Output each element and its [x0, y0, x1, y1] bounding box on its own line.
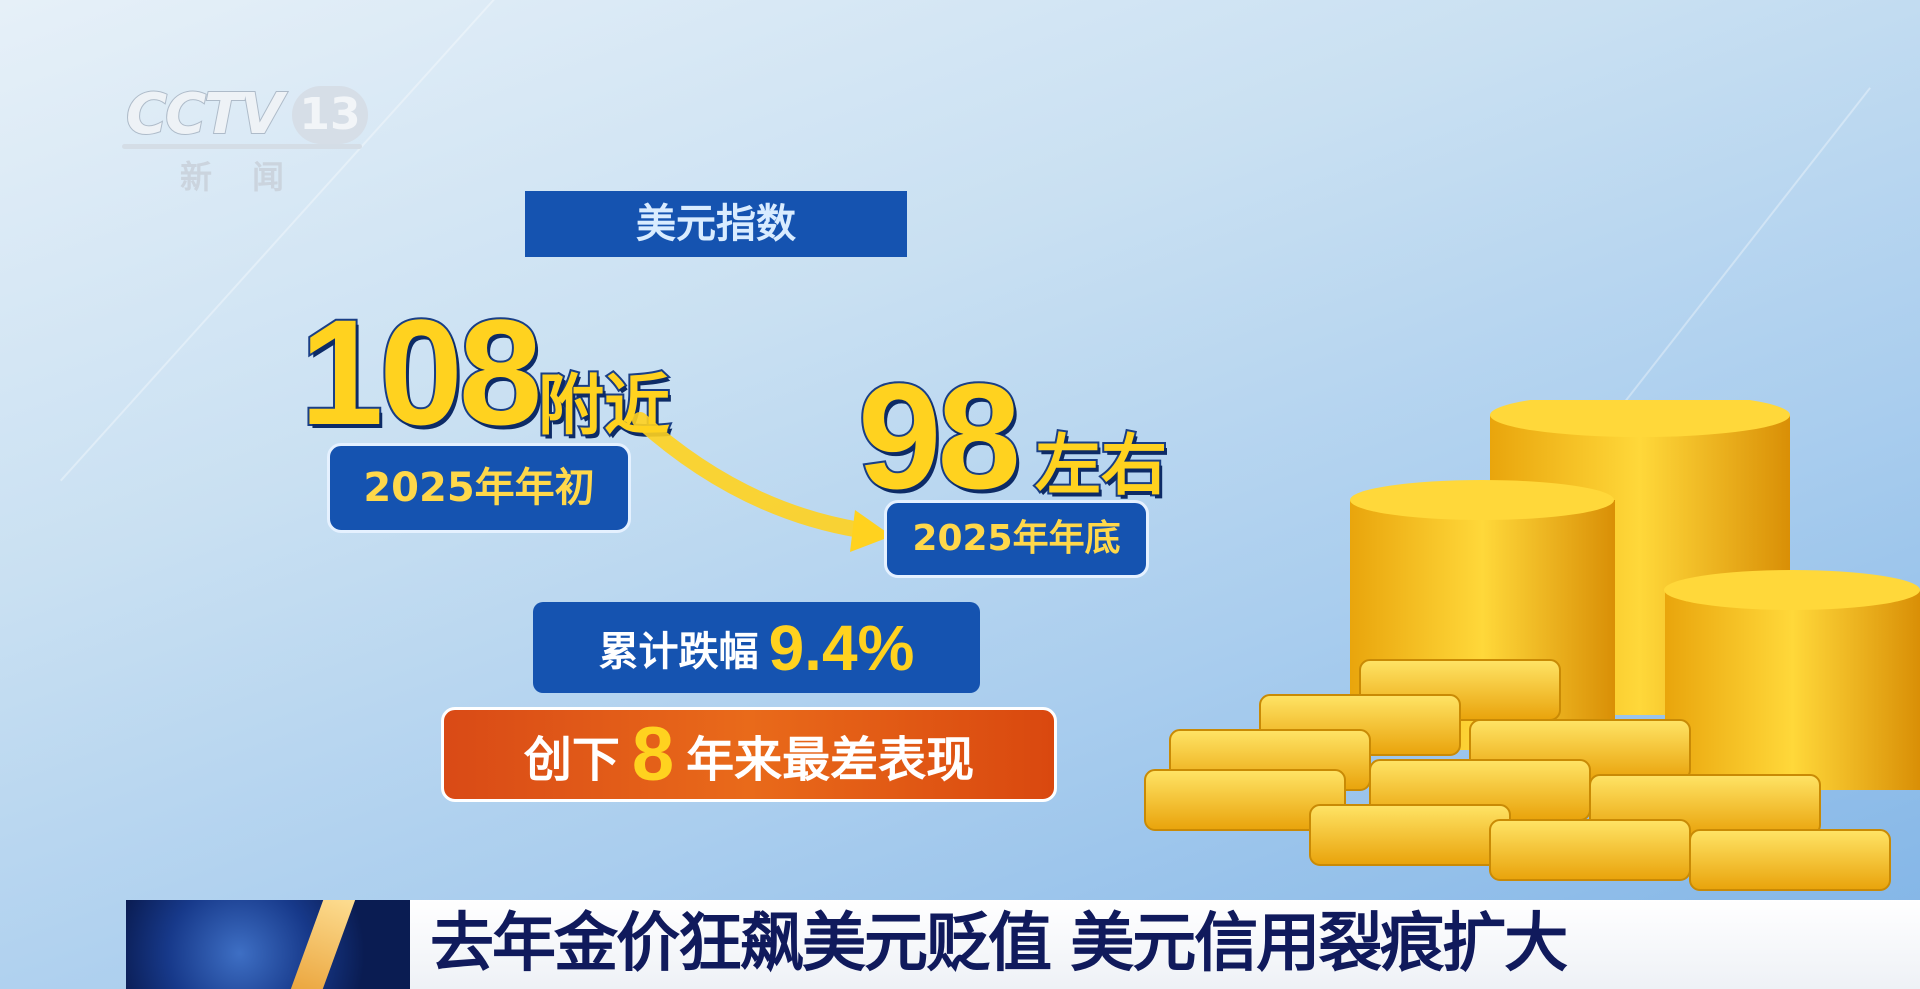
record-badge: 创下 8 年来最差表现	[441, 707, 1057, 802]
decline-label: 累计跌幅	[598, 628, 759, 675]
record-years: 8	[631, 712, 675, 797]
record-prefix: 创下	[523, 731, 620, 788]
cctv13-logo: CCTV 13 新闻	[122, 81, 372, 196]
gold-coins-bars-illustration	[1144, 400, 1920, 891]
logo-subtitle: 新闻	[180, 158, 325, 196]
headline: 去年金价狂飙美元贬值 美元信用裂痕扩大	[410, 900, 1920, 989]
logo-channel: 13	[292, 86, 368, 144]
decline-value: 9.4%	[768, 611, 915, 684]
cumulative-decline: 累计跌幅 9.4%	[533, 602, 980, 693]
record-suffix: 年来最差表现	[686, 731, 975, 788]
page-title: 美元指数	[525, 191, 907, 257]
end-label: 2025年年底	[884, 500, 1149, 578]
end-qualifier: 左右	[1033, 425, 1169, 506]
news-headline-banner: 去年金价狂飙美元贬值 美元信用裂痕扩大	[126, 900, 1920, 989]
logo-brand: CCTV	[125, 81, 285, 148]
end-value: 98	[856, 350, 1023, 522]
arrow-icon	[632, 412, 892, 552]
logo-line	[122, 144, 362, 149]
start-value: 108	[298, 286, 544, 459]
globe-graphic	[126, 900, 410, 989]
start-value-text: 108	[298, 286, 544, 458]
start-label: 2025年年初	[327, 443, 631, 533]
